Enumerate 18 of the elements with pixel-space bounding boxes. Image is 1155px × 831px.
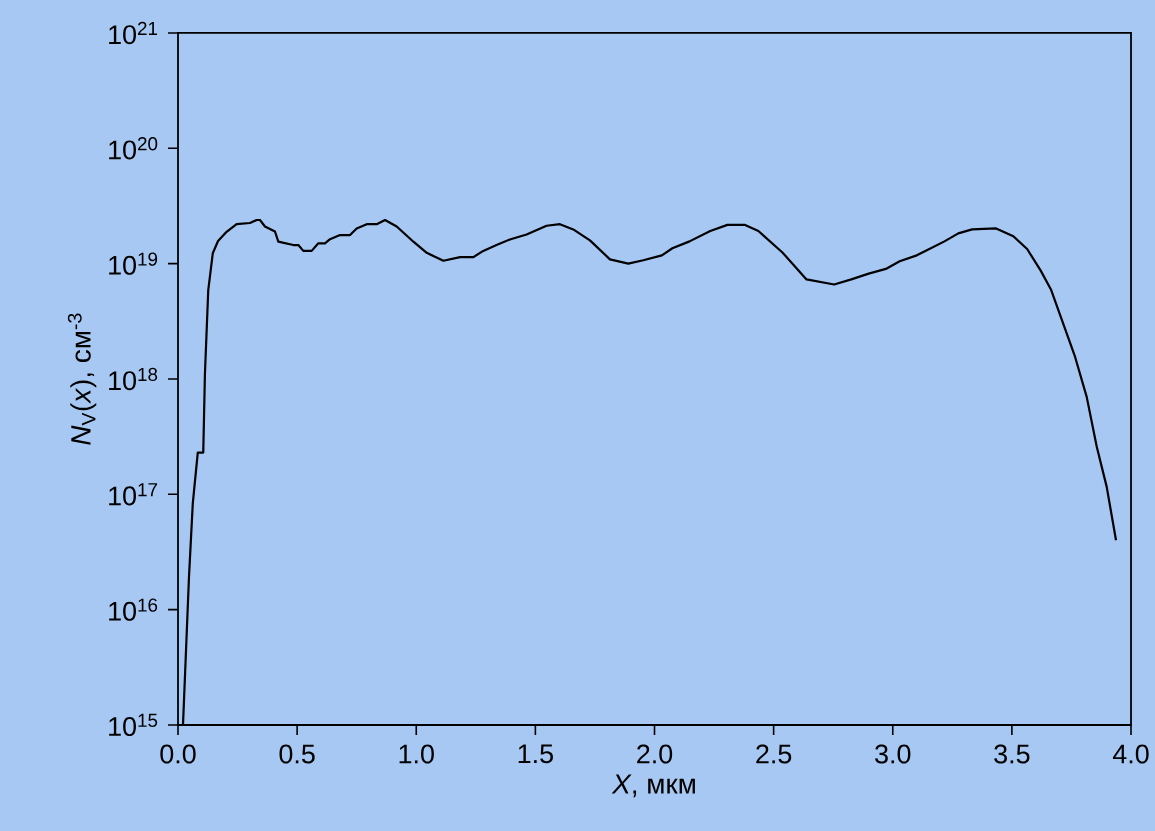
x-tick-label: 2.0 bbox=[637, 744, 673, 764]
x-tick-label: 4.0 bbox=[1112, 744, 1149, 764]
y-axis-title: N$_{V}$(x), см$^{-3}$ bbox=[67, 313, 97, 445]
x-tick-label: 1.5 bbox=[518, 744, 553, 764]
y-tick-label: 10$^{16}$ bbox=[109, 598, 158, 621]
y-tick-label: 10$^{19}$ bbox=[109, 252, 158, 275]
y-tick-label: 10$^{21}$ bbox=[109, 21, 158, 45]
x-tick-label: 3.5 bbox=[994, 744, 1030, 764]
y-tick-label: 10$^{18}$ bbox=[109, 367, 158, 391]
x-axis-title: X, мкм bbox=[611, 774, 695, 798]
y-tick-label: 10$^{20}$ bbox=[109, 137, 158, 160]
y-tick-label: 10$^{15}$ bbox=[109, 713, 158, 737]
x-tick-label: 2.5 bbox=[756, 744, 792, 764]
y-tick-label: 10$^{17}$ bbox=[109, 483, 158, 506]
x-tick-label: 0.5 bbox=[279, 744, 315, 764]
x-tick-label: 1.0 bbox=[399, 744, 434, 764]
x-tick-label: 0.0 bbox=[160, 744, 196, 764]
x-tick-label: 3.0 bbox=[875, 744, 911, 764]
